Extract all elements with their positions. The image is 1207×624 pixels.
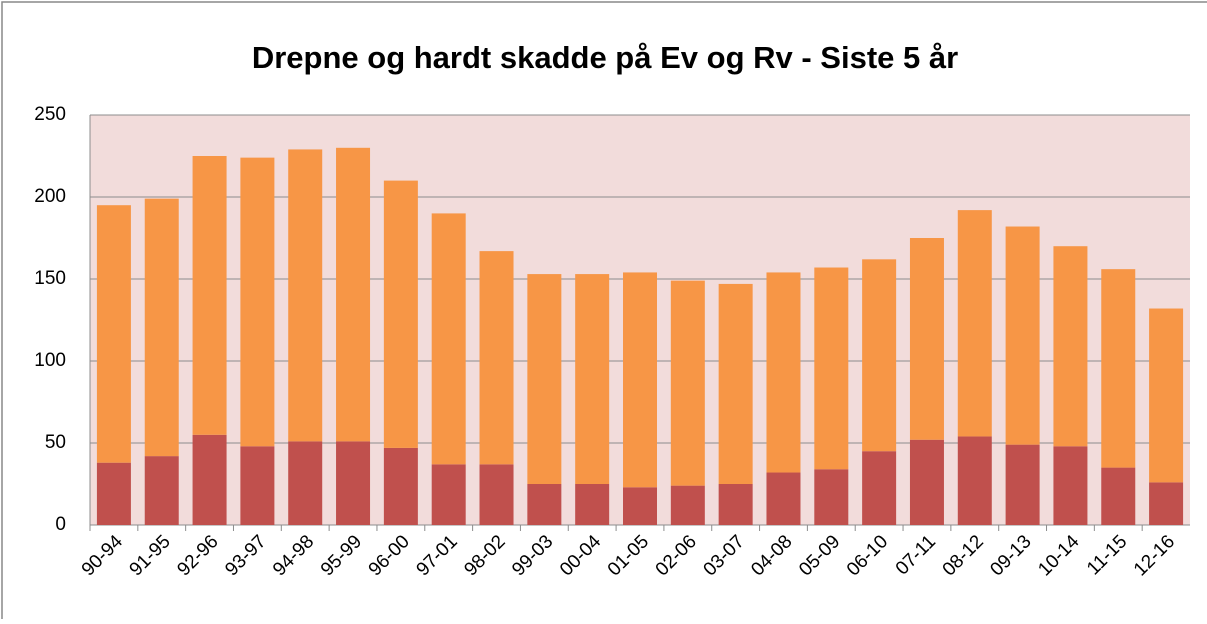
- bar-segment: [288, 441, 323, 525]
- bar-segment: [383, 180, 418, 448]
- bar-segment: [623, 272, 657, 488]
- bar-segment: [623, 487, 657, 525]
- bar-segment: [431, 464, 466, 525]
- bar-segment: [909, 238, 944, 440]
- bar-segment: [1005, 226, 1040, 445]
- bar-segment: [192, 156, 227, 435]
- bar-segment: [1149, 482, 1184, 525]
- y-tick-label: 0: [55, 514, 66, 535]
- bar-segment: [336, 441, 371, 525]
- bar-segment: [1101, 467, 1136, 525]
- bar-segment: [957, 210, 992, 437]
- bar-segment: [1053, 446, 1088, 525]
- bar-segment: [670, 485, 705, 525]
- y-tick-label: 200: [34, 186, 66, 207]
- bar-segment: [96, 205, 131, 463]
- bar-segment: [1101, 269, 1136, 468]
- y-tick-label: 250: [34, 104, 66, 125]
- bar-segment: [479, 464, 514, 525]
- bar-segment: [718, 484, 753, 525]
- chart-title: Drepne og hardt skadde på Ev og Rv - Sis…: [252, 40, 958, 75]
- bar-segment: [1053, 246, 1088, 447]
- bar-segment: [383, 447, 418, 525]
- bar-segment: [96, 462, 131, 525]
- bar-segment: [766, 272, 801, 473]
- bar-segment: [144, 456, 179, 525]
- bar-segment: [240, 157, 275, 447]
- bar-segment: [575, 484, 610, 525]
- bar-segment: [240, 446, 275, 525]
- bar-segment: [909, 439, 944, 525]
- y-tick-label: 100: [34, 350, 66, 371]
- bar-segment: [144, 198, 179, 457]
- bar-segment: [192, 434, 227, 525]
- bar-segment: [527, 274, 562, 484]
- bar-segment: [670, 280, 705, 486]
- bar-segment: [288, 149, 323, 442]
- bar-segment: [336, 147, 371, 442]
- bar-segment: [862, 451, 897, 525]
- bar-segment: [766, 472, 801, 525]
- bar-segment: [479, 251, 514, 465]
- bar-segment: [957, 436, 992, 525]
- bar-segment: [431, 213, 466, 465]
- bar-segment: [814, 267, 849, 470]
- bar-segment: [814, 469, 849, 525]
- y-tick-label: 50: [45, 432, 66, 453]
- bar-segment: [575, 274, 610, 484]
- bar-segment: [718, 283, 753, 484]
- bar-segment: [1005, 444, 1040, 525]
- y-tick-label: 150: [34, 268, 66, 289]
- bar-segment: [1149, 308, 1184, 483]
- bar-segment: [862, 259, 897, 452]
- bar-segment: [527, 484, 562, 525]
